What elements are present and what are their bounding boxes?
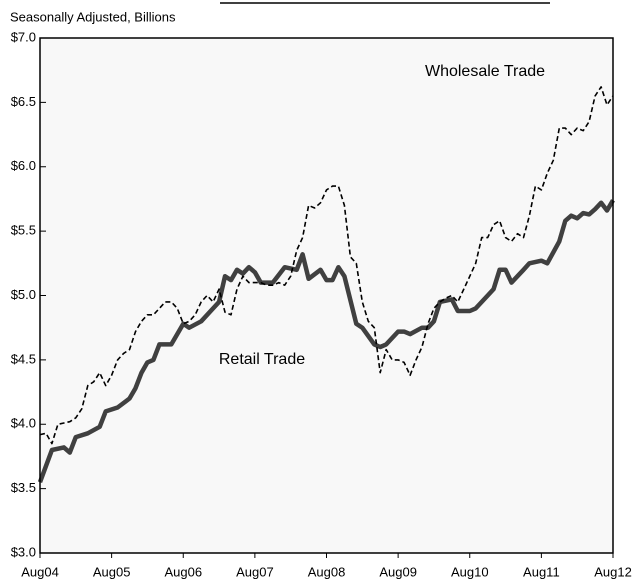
x-tick-label: Aug11 bbox=[523, 564, 560, 579]
series-line bbox=[39, 86, 614, 445]
subtitle: Seasonally Adjusted, Billions bbox=[10, 9, 176, 24]
x-tick-label: Aug04 bbox=[21, 564, 59, 579]
y-tick-label: $5.5 bbox=[11, 223, 36, 238]
x-tick-label: Aug05 bbox=[93, 564, 131, 579]
y-tick-label: $6.5 bbox=[11, 94, 36, 109]
y-tick-label: $5.0 bbox=[11, 287, 36, 302]
x-tick-label: Aug09 bbox=[379, 564, 417, 579]
annotation: Wholesale Trade bbox=[425, 63, 545, 80]
plot-background bbox=[40, 38, 613, 553]
x-tick-label: Aug12 bbox=[594, 564, 632, 579]
y-tick-label: $4.5 bbox=[11, 351, 36, 366]
x-tick-label: Aug07 bbox=[236, 564, 274, 579]
annotation: Retail Trade bbox=[219, 351, 305, 368]
y-tick-label: $3.5 bbox=[11, 480, 36, 495]
series-line bbox=[37, 199, 615, 483]
y-tick-label: $3.0 bbox=[11, 544, 36, 559]
plot-frame bbox=[39, 37, 614, 554]
y-tick-label: $7.0 bbox=[11, 29, 36, 44]
x-tick-label: Aug08 bbox=[308, 564, 346, 579]
x-tick-label: Aug06 bbox=[164, 564, 202, 579]
x-tick-label: Aug10 bbox=[451, 564, 489, 579]
y-tick-label: $4.0 bbox=[11, 416, 36, 431]
y-tick-label: $6.0 bbox=[11, 158, 36, 173]
